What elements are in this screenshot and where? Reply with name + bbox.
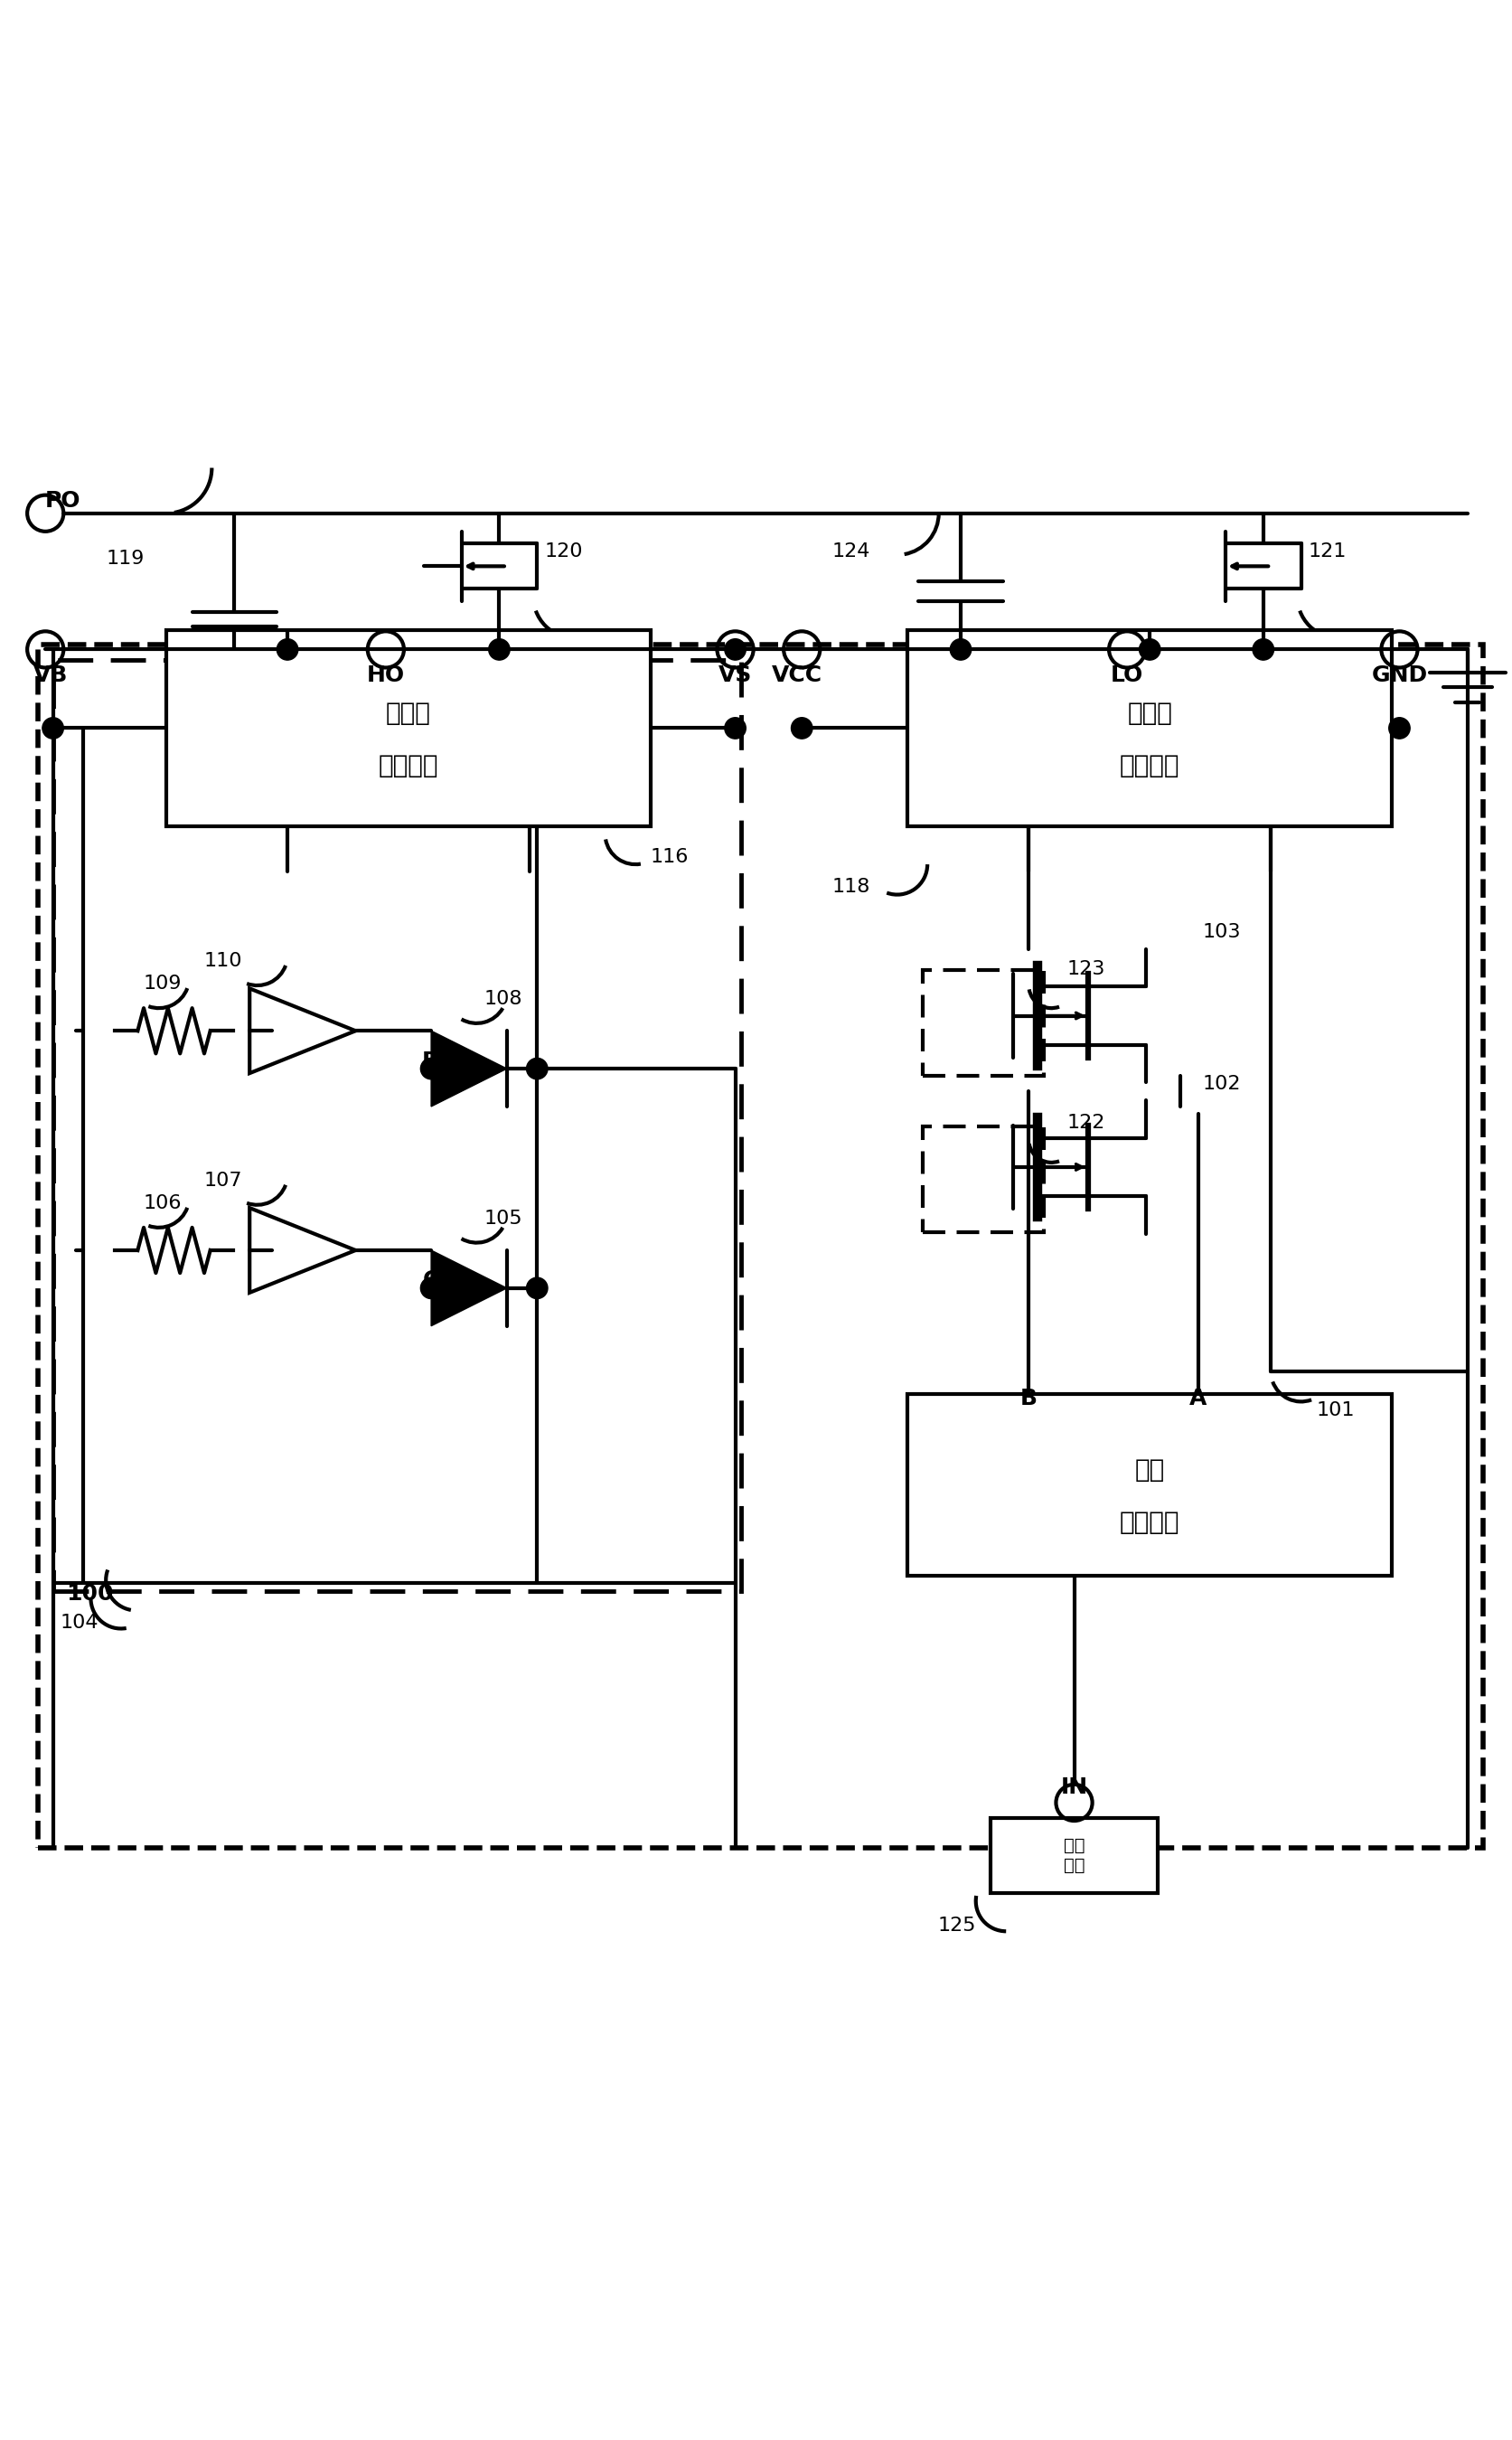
Text: IN: IN	[1060, 1776, 1087, 1798]
Text: 122: 122	[1066, 1115, 1104, 1132]
Circle shape	[526, 1059, 547, 1078]
Circle shape	[1388, 717, 1409, 739]
Text: 103: 103	[1202, 922, 1240, 942]
Text: PO: PO	[45, 490, 82, 512]
Text: 124: 124	[832, 542, 869, 561]
Text: 102: 102	[1202, 1074, 1240, 1093]
Text: 107: 107	[204, 1171, 242, 1191]
Text: VCC: VCC	[771, 664, 823, 686]
Circle shape	[724, 717, 745, 739]
Text: 控制电路: 控制电路	[378, 754, 438, 778]
Polygon shape	[431, 1249, 507, 1325]
Text: 100: 100	[67, 1584, 113, 1606]
Text: 110: 110	[204, 952, 242, 971]
FancyBboxPatch shape	[38, 644, 1482, 1847]
Text: 105: 105	[484, 1210, 522, 1227]
Polygon shape	[249, 1208, 355, 1293]
Text: B: B	[1019, 1388, 1037, 1410]
Text: 119: 119	[106, 549, 144, 569]
Circle shape	[526, 1279, 547, 1298]
Text: C: C	[423, 1269, 438, 1291]
Circle shape	[1139, 639, 1160, 661]
Text: A: A	[1188, 1388, 1207, 1410]
Text: 上桥臂: 上桥臂	[386, 700, 431, 725]
Text: 116: 116	[650, 847, 688, 866]
FancyBboxPatch shape	[907, 1393, 1391, 1576]
Circle shape	[42, 717, 64, 739]
FancyBboxPatch shape	[990, 1818, 1157, 1893]
Text: 脉冲: 脉冲	[1134, 1457, 1164, 1484]
Text: HO: HO	[366, 664, 405, 686]
Polygon shape	[431, 1030, 507, 1105]
Text: 121: 121	[1308, 542, 1346, 561]
Circle shape	[277, 639, 298, 661]
FancyBboxPatch shape	[166, 630, 650, 827]
Text: LO: LO	[1110, 664, 1143, 686]
Text: 104: 104	[60, 1613, 98, 1632]
FancyBboxPatch shape	[907, 630, 1391, 827]
Circle shape	[791, 717, 812, 739]
Text: VB: VB	[33, 664, 68, 686]
Text: 101: 101	[1315, 1401, 1353, 1420]
Circle shape	[420, 1059, 442, 1078]
FancyBboxPatch shape	[922, 1127, 1043, 1232]
Circle shape	[420, 1279, 442, 1298]
Text: 109: 109	[144, 976, 181, 993]
FancyBboxPatch shape	[922, 971, 1043, 1076]
Circle shape	[488, 639, 510, 661]
Text: 118: 118	[832, 878, 869, 895]
Text: 123: 123	[1066, 959, 1104, 978]
Text: 控制电路: 控制电路	[1119, 754, 1179, 778]
Text: 下桥臂: 下桥臂	[1126, 700, 1172, 725]
Circle shape	[1252, 639, 1273, 661]
Text: 125: 125	[937, 1915, 975, 1935]
Text: GND: GND	[1370, 664, 1427, 686]
Text: 信号
输入: 信号 输入	[1063, 1837, 1084, 1874]
Text: 120: 120	[544, 542, 582, 561]
Text: 106: 106	[144, 1193, 181, 1213]
Circle shape	[724, 639, 745, 661]
Text: 108: 108	[484, 991, 522, 1008]
Text: D: D	[422, 1049, 440, 1071]
Text: 发生电路: 发生电路	[1119, 1510, 1179, 1535]
Text: VS: VS	[718, 664, 751, 686]
FancyBboxPatch shape	[53, 661, 741, 1591]
Circle shape	[950, 639, 971, 661]
Polygon shape	[249, 988, 355, 1074]
